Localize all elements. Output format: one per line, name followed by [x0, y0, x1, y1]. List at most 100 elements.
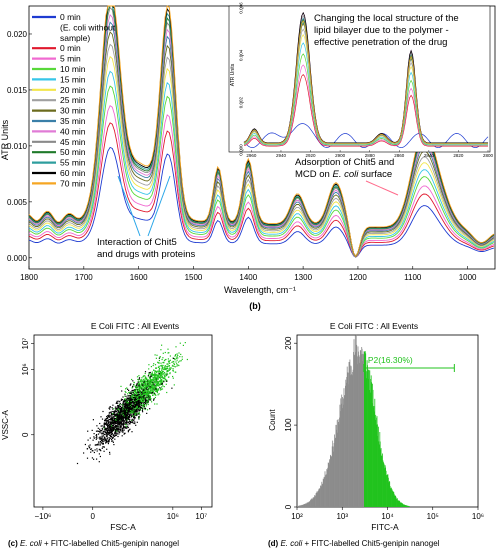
- scatter-point: [142, 387, 144, 389]
- scatter-point: [137, 386, 139, 389]
- scatter-point: [149, 385, 151, 387]
- histogram-bar: [312, 497, 314, 507]
- scatter-point: [138, 402, 140, 404]
- histogram-bar: [384, 468, 386, 507]
- scatter-point: [176, 356, 178, 358]
- scatter-point: [122, 426, 125, 428]
- scatter-point: [138, 405, 141, 408]
- scatter-point: [137, 409, 139, 411]
- spectrum-curve: [28, 13, 495, 258]
- scatter-point: [143, 385, 145, 387]
- scatter-point: [151, 401, 153, 403]
- scatter-point: [131, 410, 133, 412]
- scatter-point: [93, 433, 95, 435]
- scatter-point: [135, 385, 137, 387]
- scatter-point: [139, 396, 141, 398]
- scatter-point: [148, 399, 150, 401]
- inset-x-tick-label: 2900: [335, 153, 346, 158]
- c-y-tick-label: 10⁶: [21, 363, 30, 375]
- scatter-point: [165, 378, 167, 381]
- scatter-point: [143, 396, 145, 398]
- scatter-point: [108, 416, 111, 418]
- histogram-bar: [407, 505, 409, 507]
- y-tick-label: 0.005: [7, 198, 28, 207]
- scatter-point: [130, 415, 132, 417]
- scatter-point: [166, 391, 168, 394]
- scatter-point: [154, 371, 156, 373]
- scatter-point: [157, 389, 159, 391]
- legend-label: 0 min: [60, 12, 81, 22]
- scatter-point: [135, 385, 138, 387]
- scatter-point: [147, 375, 149, 377]
- histogram-bar: [310, 499, 311, 507]
- scatter-point: [131, 395, 133, 397]
- scatter-point: [132, 394, 134, 396]
- scatter-point: [151, 392, 153, 394]
- interaction-annotation-line-2: and drugs with proteins: [97, 249, 195, 260]
- panel-c-caption-a: (c): [8, 539, 20, 548]
- histogram-bar: [396, 498, 398, 507]
- histogram-bar: [375, 414, 377, 507]
- scatter-point: [162, 376, 164, 378]
- scatter-point: [143, 401, 145, 403]
- scatter-point: [148, 368, 150, 370]
- scatter-point: [161, 386, 163, 388]
- legend-label: 60 min: [60, 168, 86, 178]
- scatter-point: [158, 385, 160, 387]
- inset-curve: [243, 64, 488, 146]
- d-y-tick-label: 0: [284, 504, 293, 509]
- scatter-point: [172, 360, 174, 363]
- scatter-point: [138, 411, 140, 414]
- histogram-bar: [342, 397, 343, 507]
- scatter-point: [143, 391, 145, 393]
- scatter-point: [123, 421, 125, 423]
- histogram-bar: [397, 500, 399, 507]
- scatter-point: [156, 378, 158, 380]
- scatter-point: [142, 405, 144, 407]
- scatter-point: [150, 373, 152, 375]
- scatter-point: [127, 431, 129, 433]
- panel-d-y-axis-label: Count: [268, 409, 277, 431]
- scatter-point: [106, 421, 108, 423]
- scatter-point: [123, 422, 125, 424]
- scatter-point: [131, 378, 133, 381]
- histogram-bar: [380, 448, 382, 507]
- scatter-point: [114, 406, 116, 408]
- scatter-point: [125, 417, 128, 419]
- scatter-point: [149, 387, 151, 389]
- histogram-bar: [297, 505, 299, 507]
- scatter-point: [120, 410, 122, 412]
- inset-annotation-line-1: Changing the local structure of the: [314, 13, 459, 24]
- scatter-point: [114, 410, 117, 412]
- scatter-point: [101, 425, 103, 427]
- spectrum-curve: [28, 85, 495, 258]
- scatter-point: [109, 406, 111, 408]
- scatter-point: [129, 384, 131, 386]
- scatter-point: [140, 392, 142, 394]
- scatter-point: [124, 407, 126, 409]
- scatter-point: [105, 431, 107, 433]
- scatter-point: [150, 382, 152, 384]
- scatter-point: [156, 354, 158, 356]
- scatter-point: [148, 380, 151, 383]
- scatter-point: [117, 415, 119, 417]
- adsorption-text-b: E. coli: [332, 169, 359, 180]
- legend-label: 55 min: [60, 158, 86, 168]
- scatter-point: [159, 387, 161, 389]
- scatter-point: [176, 353, 178, 355]
- scatter-point: [135, 388, 137, 390]
- histogram-bar: [395, 496, 397, 507]
- scatter-point: [109, 425, 111, 428]
- scatter-point: [141, 385, 143, 387]
- scatter-point: [147, 397, 149, 399]
- scatter-point: [114, 435, 116, 437]
- scatter-point: [109, 429, 111, 431]
- scatter-point: [137, 401, 139, 403]
- scatter-point: [108, 438, 110, 440]
- scatter-point: [137, 391, 139, 393]
- scatter-point: [143, 378, 145, 380]
- scatter-point: [105, 428, 107, 431]
- scatter-point: [106, 438, 108, 440]
- scatter-point: [118, 422, 120, 424]
